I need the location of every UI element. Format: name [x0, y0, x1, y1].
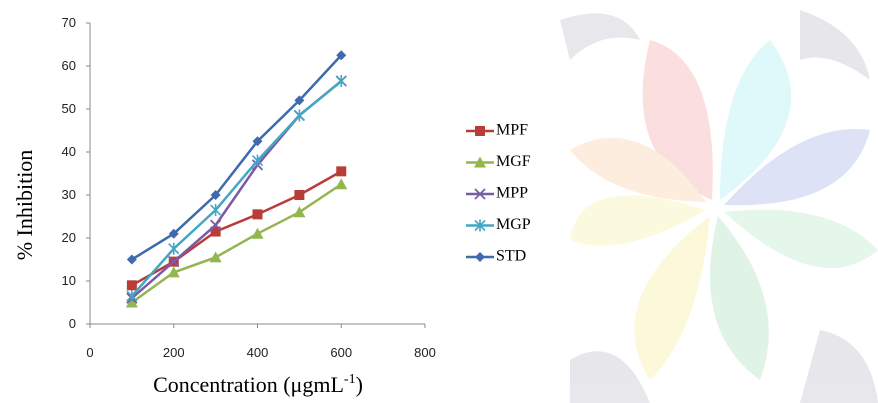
- marker: [336, 166, 347, 177]
- legend-marker: [474, 219, 486, 232]
- marker: [251, 227, 264, 239]
- legend-marker: [474, 188, 486, 200]
- legend-marker: [475, 252, 485, 262]
- marker: [126, 280, 137, 291]
- marker: [210, 226, 221, 237]
- x-tick-label: 200: [163, 345, 185, 360]
- marker: [335, 75, 347, 88]
- marker: [251, 154, 264, 167]
- marker: [126, 290, 138, 303]
- legend-label: MGF: [496, 153, 531, 170]
- x-tick-label: 0: [86, 345, 93, 360]
- y-tick-label: 0: [69, 316, 76, 331]
- marker: [209, 251, 222, 263]
- x-axis-title-end: ): [356, 372, 363, 397]
- marker: [294, 190, 305, 200]
- marker: [293, 109, 305, 122]
- marker: [252, 209, 263, 220]
- marker: [210, 204, 222, 217]
- x-axis-title-main: Concentration (μgmL: [153, 372, 344, 397]
- marker: [210, 190, 221, 200]
- y-tick-label: 50: [62, 101, 76, 116]
- y-tick-label: 20: [62, 230, 76, 245]
- x-tick-label: 400: [247, 345, 269, 360]
- x-tick-label: 600: [330, 345, 352, 360]
- marker: [294, 95, 305, 106]
- y-tick-label: 30: [62, 187, 76, 202]
- y-tick-label: 10: [62, 273, 76, 288]
- watermark: [560, 10, 878, 403]
- marker: [335, 178, 348, 190]
- marker: [209, 219, 222, 231]
- y-tick-label: 60: [62, 58, 76, 73]
- marker: [168, 228, 179, 239]
- x-axis-title: Concentration (μgmL-1): [153, 372, 363, 397]
- marker: [336, 50, 347, 61]
- marker: [167, 266, 180, 278]
- x-tick-label: 800: [414, 345, 436, 360]
- marker: [126, 254, 137, 265]
- legend-label: MPF: [496, 122, 528, 139]
- y-tick-label: 70: [62, 15, 76, 30]
- legend-label: MGP: [496, 216, 531, 233]
- legend-marker: [475, 126, 485, 136]
- y-axis-title: % Inhibition: [12, 150, 37, 261]
- series-line: [131, 54, 343, 261]
- series-line: [130, 80, 343, 297]
- legend-label: STD: [496, 248, 526, 265]
- marker: [168, 242, 180, 255]
- series-line: [131, 170, 342, 287]
- y-tick-label: 40: [62, 144, 76, 159]
- legend-marker: [474, 156, 486, 168]
- marker: [168, 256, 180, 268]
- marker: [293, 206, 306, 218]
- series-line: [131, 183, 342, 304]
- legend-label: MPP: [496, 185, 528, 202]
- x-axis-title-sup: -1: [344, 372, 356, 387]
- marker: [252, 136, 263, 147]
